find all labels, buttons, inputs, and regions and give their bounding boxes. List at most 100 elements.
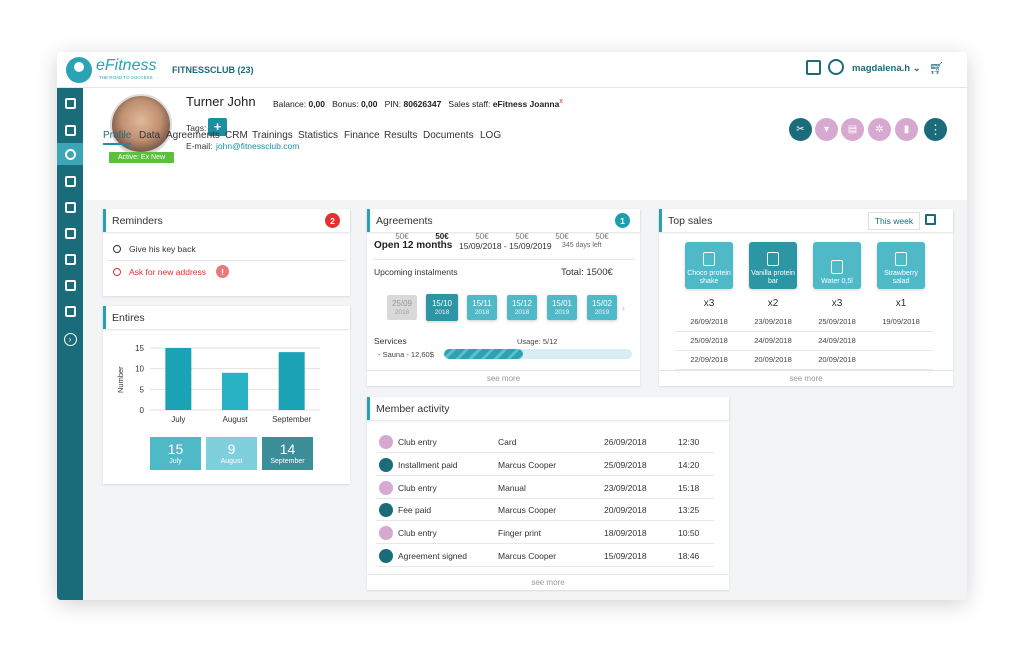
- member-name: Turner John: [186, 94, 256, 109]
- avatar[interactable]: [110, 94, 172, 156]
- calendar-icon[interactable]: [57, 222, 83, 244]
- product-icon: [831, 260, 843, 274]
- flag-icon[interactable]: [57, 248, 83, 270]
- sale-date: 22/09/2018: [690, 355, 728, 364]
- summary-box-september[interactable]: 14 September: [262, 437, 313, 470]
- settings-icon[interactable]: ✲: [868, 118, 891, 141]
- reminder-text: Ask for new address: [129, 267, 207, 277]
- brand-name[interactable]: eFitness: [96, 57, 157, 74]
- activity-type: Agreement signed: [398, 551, 467, 561]
- activity-row[interactable]: Club entry Card 26/09/2018 12:30: [376, 431, 714, 453]
- activity-see-more[interactable]: see more: [367, 574, 729, 590]
- activity-date: 23/09/2018: [604, 482, 647, 493]
- summary-value: 14: [279, 440, 296, 457]
- staff-value[interactable]: eFitness Joanna: [492, 98, 560, 109]
- scan-icon[interactable]: ✂︎: [789, 118, 812, 141]
- instalment-future[interactable]: 15/02 2019: [587, 295, 617, 320]
- tab-data[interactable]: Data: [139, 130, 161, 141]
- instalment-future[interactable]: 15/11 2018: [467, 295, 497, 320]
- activity-row[interactable]: Fee paid Marcus Cooper 20/09/2018 13:25: [376, 499, 714, 522]
- sale-item[interactable]: Strawberry salad: [877, 242, 925, 289]
- calendar-icon[interactable]: [925, 214, 936, 225]
- activity-by: Finger print: [498, 528, 541, 539]
- member-icon[interactable]: [57, 143, 83, 165]
- add-tag-button[interactable]: +: [208, 118, 227, 136]
- radio-icon[interactable]: [113, 245, 121, 253]
- bonus-label: Bonus:: [332, 98, 359, 109]
- activity-time: 18:46: [678, 551, 700, 561]
- y-axis-label: Number: [116, 366, 125, 393]
- activity-date: 25/09/2018: [604, 459, 647, 470]
- tab-statistics[interactable]: Statistics: [298, 130, 339, 141]
- activity-by: Manual: [498, 482, 526, 493]
- phone-icon[interactable]: [828, 59, 844, 75]
- chevron-right-icon[interactable]: ›: [57, 328, 83, 350]
- sale-item[interactable]: Choco protein shake: [685, 242, 733, 289]
- agreements-header: Agreements: [367, 209, 640, 232]
- cart-action-icon[interactable]: ▾: [815, 118, 838, 141]
- tab-log[interactable]: LOG: [480, 130, 502, 141]
- building-icon[interactable]: [57, 196, 83, 218]
- remote-icon[interactable]: [806, 60, 821, 75]
- instalment-future[interactable]: 15/01 2019: [547, 295, 577, 320]
- user-menu[interactable]: magdalena.h ⌄: [852, 63, 921, 74]
- radio-icon[interactable]: [113, 268, 121, 276]
- tab-agreements[interactable]: Agreements: [166, 130, 220, 141]
- instalment-amount: 50€: [435, 232, 449, 241]
- reminder-item[interactable]: Give his key back: [113, 244, 196, 254]
- plan-name[interactable]: Open 12 months: [374, 240, 453, 251]
- train-icon[interactable]: [57, 300, 83, 322]
- staff-label: Sales staff:: [448, 98, 491, 109]
- reminder-text: Give his key back: [129, 244, 196, 254]
- activity-by: Card: [498, 437, 517, 447]
- top-sales-see-more[interactable]: see more: [659, 370, 953, 386]
- instalments-next-icon[interactable]: ›: [622, 303, 625, 313]
- instalment-future[interactable]: 15/12 2018: [507, 295, 537, 320]
- top-sales-panel: Top sales This week see more: [659, 209, 953, 386]
- sale-item[interactable]: Water 0,5l: [813, 242, 861, 289]
- activity-row[interactable]: Club entry Finger print 18/09/2018 10:50: [376, 522, 714, 545]
- door-icon[interactable]: ▮: [895, 118, 918, 141]
- instalment-current[interactable]: 15/10 2018: [426, 294, 458, 321]
- agreements-see-more[interactable]: see more: [367, 370, 640, 386]
- activity-row[interactable]: Installment paid Marcus Cooper 25/09/2018 1…: [376, 454, 714, 476]
- docs-icon[interactable]: [57, 170, 83, 192]
- instalment-past[interactable]: 25/09 2018: [387, 295, 417, 320]
- club-name[interactable]: FITNESSCLUB (23): [172, 65, 254, 75]
- divider: [373, 259, 635, 260]
- tab-finance[interactable]: Finance: [344, 130, 380, 141]
- pin-label: PIN:: [384, 98, 402, 109]
- sale-date: 20/09/2018: [754, 355, 792, 364]
- usage-bar-fill: [444, 349, 523, 359]
- sale-qty: x2: [767, 298, 779, 309]
- edit-icon[interactable]: [57, 274, 83, 296]
- tab-crm[interactable]: CRM: [225, 130, 248, 141]
- instalment-date: 25/09: [391, 298, 413, 308]
- activity-row[interactable]: Club entry Manual 23/09/2018 15:18: [376, 477, 714, 499]
- reminder-item[interactable]: Ask for new address: [113, 267, 206, 277]
- summary-box-july[interactable]: 15 July: [150, 437, 201, 470]
- copy-icon[interactable]: ▤: [841, 118, 864, 141]
- tab-profile[interactable]: Profile: [103, 130, 132, 145]
- stats-icon[interactable]: [57, 92, 83, 114]
- activity-row[interactable]: Agreement signed Marcus Cooper 15/09/2018 1…: [376, 545, 714, 567]
- summary-box-august[interactable]: 9 August: [206, 437, 257, 470]
- bar-september[interactable]: [278, 352, 305, 410]
- more-icon[interactable]: ⋮: [924, 118, 947, 141]
- email-link[interactable]: john@fitnessclub.com: [216, 141, 300, 151]
- tab-documents[interactable]: Documents: [423, 130, 474, 141]
- balance-value: 0,00: [308, 98, 326, 109]
- sale-item[interactable]: Vanilla protein bar: [749, 242, 797, 289]
- instalment-year: 2018: [434, 308, 450, 316]
- period-select[interactable]: This week: [868, 212, 920, 230]
- instalment-date: 15/11: [472, 298, 492, 308]
- bar-july[interactable]: [165, 348, 192, 410]
- card-icon[interactable]: [57, 119, 83, 141]
- remove-staff-icon[interactable]: x: [559, 98, 563, 105]
- usage-bar: [444, 349, 632, 359]
- tab-results[interactable]: Results: [384, 130, 418, 141]
- tab-trainings[interactable]: Trainings: [252, 130, 293, 141]
- bar-august[interactable]: [222, 372, 248, 410]
- cart-icon[interactable]: 🛒︎: [929, 61, 945, 75]
- product-icon: [767, 252, 779, 266]
